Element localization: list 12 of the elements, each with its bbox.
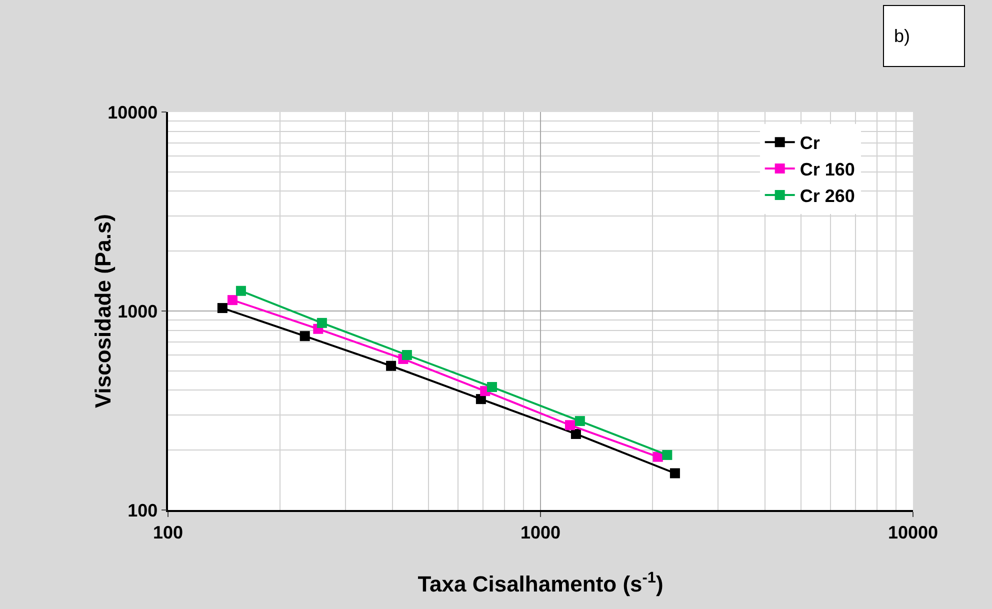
- y-tick-label: 1000: [118, 301, 158, 322]
- y-tick-label: 10000: [108, 102, 158, 122]
- text: b): [894, 26, 910, 46]
- x-tick-label: 10000: [888, 522, 938, 542]
- x-tick-label: 1000: [520, 522, 561, 542]
- legend-label: Cr 160: [800, 160, 855, 180]
- y-axis-title: Viscosidade (Pa.s): [90, 214, 116, 408]
- x-axis-title: Taxa Cisalhamento (s$^{-1}$): [418, 570, 664, 597]
- x-tick-label: 100: [152, 522, 184, 542]
- y-tick-label: 100: [128, 500, 158, 520]
- legend-label: Cr 260: [800, 186, 855, 206]
- legend-label: Cr: [800, 133, 820, 154]
